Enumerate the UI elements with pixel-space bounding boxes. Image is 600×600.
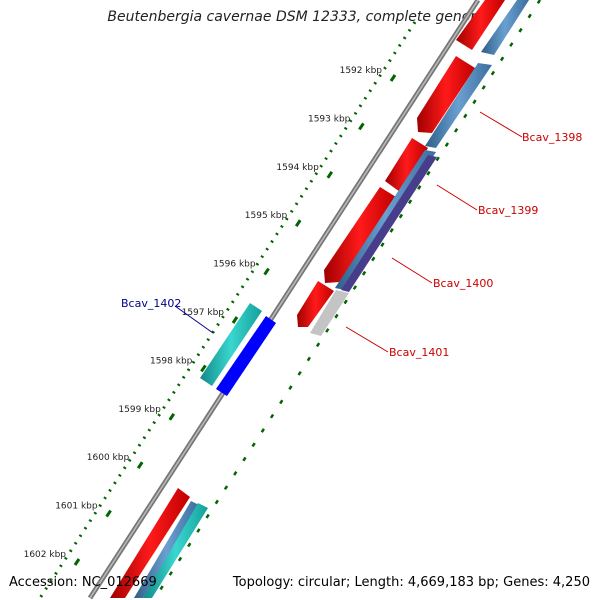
gene-bcav-1400-feature	[324, 187, 396, 283]
tick-mark	[263, 267, 270, 276]
tick-mark	[326, 170, 334, 179]
tick-labels: 1592 kbp 1593 kbp 1594 kbp 1595 kbp 1596 kbp…	[24, 66, 397, 566]
gene-feature	[456, 0, 505, 50]
tick-label: 1597 kbp	[182, 308, 225, 318]
tick-label: 1594 kbp	[276, 163, 319, 173]
cds-feature-lower-cyan	[143, 503, 208, 598]
tick-label: 1599 kbp	[118, 405, 161, 415]
tick-mark	[136, 461, 144, 470]
cds-bcav-1402-feature	[200, 303, 262, 386]
accession-label: Accession: NC_012669	[9, 575, 157, 590]
gene-bcav-1402-feature	[216, 316, 276, 396]
tick-mark	[168, 412, 176, 421]
gene-label-bcav-1398[interactable]: Bcav_1398	[522, 131, 582, 144]
tick-label: 1592 kbp	[340, 66, 383, 76]
outer-tick-ring	[38, 21, 417, 599]
cds-feature-lower	[134, 501, 199, 598]
gene-label-bcav-1402[interactable]: Bcav_1402	[121, 297, 181, 310]
topology-label: Topology: circular; Length: 4,669,183 bp…	[232, 575, 590, 590]
inner-tick-ring	[153, 0, 542, 599]
gene-label-bcav-1399[interactable]: Bcav_1399	[478, 204, 538, 217]
tick-label: 1601 kbp	[55, 502, 98, 512]
gene-bcav-1401-feature	[297, 281, 334, 327]
tick-mark	[358, 122, 365, 131]
cds-bcav-1400-feature	[341, 155, 437, 292]
tick-label: 1602 kbp	[24, 550, 67, 560]
gene-bcav-1399-feature	[385, 138, 428, 192]
gene-feature-lower	[110, 488, 190, 598]
gene-bcav-1398-feature	[417, 56, 475, 133]
pseudogene-bcav-1401-feature	[310, 290, 349, 336]
tick-mark	[389, 74, 397, 82]
tick-label: 1593 kbp	[308, 114, 351, 124]
tick-mark	[231, 316, 239, 324]
tick-mark	[105, 509, 112, 518]
gene-label-bcav-1400[interactable]: Bcav_1400	[433, 277, 493, 290]
map-title: Beutenbergia cavernae DSM 12333, complet…	[107, 9, 493, 25]
tick-mark	[294, 219, 302, 228]
tick-mark	[200, 364, 207, 373]
tick-label: 1598 kbp	[150, 356, 193, 366]
tick-label: 1596 kbp	[213, 260, 256, 270]
tick-label: 1595 kbp	[245, 211, 288, 221]
gene-label-bcav-1401[interactable]: Bcav_1401	[389, 346, 449, 359]
tick-mark	[73, 558, 81, 566]
tick-label: 1600 kbp	[87, 453, 130, 463]
cds-bcav-1398-feature	[425, 63, 492, 148]
cds-feature	[481, 0, 529, 55]
